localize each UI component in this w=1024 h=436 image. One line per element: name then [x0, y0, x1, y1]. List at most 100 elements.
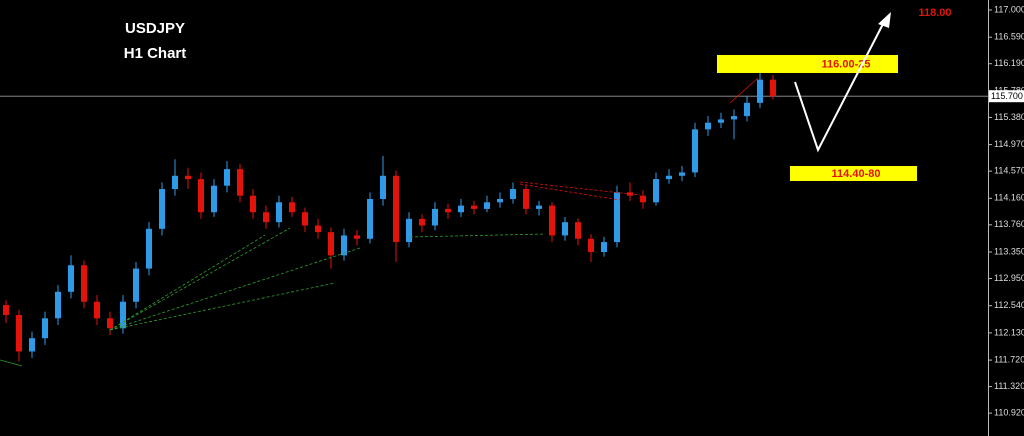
y-tick-label: 115.380	[994, 112, 1024, 122]
candle-body	[81, 265, 87, 302]
support-box	[790, 166, 917, 181]
y-tick-label: 114.570	[994, 165, 1024, 175]
chart-title: USDJPY	[125, 20, 185, 37]
candle-body	[107, 318, 113, 329]
candle-body	[250, 195, 256, 213]
candle-body	[770, 79, 776, 97]
candle-body	[380, 175, 386, 199]
chart-subtitle: H1 Chart	[124, 45, 187, 62]
trend-line	[109, 247, 361, 331]
y-axis: 117.000116.590116.190115.780115.380114.9…	[988, 4, 1024, 418]
candle-body	[510, 189, 516, 199]
trend-line	[109, 234, 266, 331]
trend-line	[109, 282, 336, 331]
candle-body	[497, 198, 503, 203]
y-tick-label: 111.720	[994, 354, 1024, 364]
resistance-label: 116.00-25	[822, 58, 871, 70]
candle-body	[757, 79, 763, 103]
candle-body	[705, 122, 711, 130]
candle-body	[471, 205, 477, 209]
candle-body	[3, 305, 9, 315]
y-tick-label: 112.950	[994, 273, 1024, 283]
candle-body	[432, 208, 438, 226]
y-tick-label: 114.970	[994, 139, 1024, 149]
resistance-box	[717, 55, 898, 73]
candle-body	[42, 318, 48, 339]
candle-body	[29, 338, 35, 352]
candle-body	[211, 185, 217, 213]
candle-body	[224, 169, 230, 186]
plot	[0, 69, 988, 362]
candle-body	[16, 314, 22, 352]
candle-body	[588, 238, 594, 253]
y-tick-label: 112.540	[994, 300, 1024, 310]
candle-body	[68, 265, 74, 292]
candle-body	[679, 172, 685, 176]
candle-body	[367, 198, 373, 239]
candle-body	[94, 301, 100, 319]
candle-body	[601, 242, 607, 253]
candle-body	[614, 192, 620, 243]
candle-body	[523, 189, 529, 209]
candle-body	[744, 102, 750, 117]
candle-body	[237, 169, 243, 196]
candle-body	[484, 202, 490, 209]
current-price-box	[989, 90, 1024, 103]
trend-line	[409, 233, 546, 238]
candle-body	[536, 205, 542, 209]
trend-line	[0, 359, 23, 367]
candle-body	[328, 232, 334, 256]
candle-body	[302, 212, 308, 226]
candle-body	[731, 116, 737, 120]
candle-body	[120, 301, 126, 329]
trend-line	[519, 181, 641, 196]
candle-body	[133, 268, 139, 302]
candle-body	[185, 175, 191, 180]
candle-body	[341, 235, 347, 256]
y-tick-label: 111.320	[994, 381, 1024, 391]
candle-body	[562, 222, 568, 236]
candle-body	[146, 228, 152, 269]
candle-body	[159, 189, 165, 229]
candle-body	[276, 202, 282, 223]
arrow-head	[878, 12, 891, 28]
support-label: 114.40-80	[832, 168, 881, 180]
trend-line	[109, 227, 291, 331]
red-lines	[519, 77, 759, 201]
trend-lines	[0, 227, 546, 367]
candle-body	[653, 179, 659, 203]
y-tick-label: 117.000	[994, 4, 1024, 14]
y-tick-label: 116.190	[994, 58, 1024, 68]
candle-body	[445, 208, 451, 213]
y-tick-label: 116.590	[994, 32, 1024, 42]
trend-line	[519, 183, 621, 201]
candle-body	[640, 195, 646, 203]
y-tick-label: 110.920	[994, 408, 1024, 418]
target-label: 118.00	[918, 7, 951, 19]
candle-body	[549, 205, 555, 236]
candle-body	[263, 212, 269, 223]
candle-body	[406, 218, 412, 243]
candle-body	[289, 202, 295, 213]
forecast-arrow	[794, 21, 885, 153]
candle-body	[718, 119, 724, 123]
candle-body	[575, 222, 581, 239]
candle-body	[198, 179, 204, 213]
candle-body	[315, 225, 321, 233]
candle-body	[458, 205, 464, 213]
candle-body	[419, 218, 425, 226]
y-tick-label: 113.350	[994, 246, 1024, 256]
y-tick-label: 113.760	[994, 219, 1024, 229]
candle-body	[393, 175, 399, 243]
candle-body	[354, 235, 360, 239]
current-price-label: 115.700	[991, 91, 1023, 101]
y-tick-label: 114.160	[994, 193, 1024, 203]
trend-line	[729, 77, 759, 104]
candle-body	[172, 175, 178, 190]
candle-body	[666, 175, 672, 180]
candle-body	[692, 129, 698, 173]
y-tick-label: 112.130	[994, 327, 1024, 337]
candle-body	[55, 291, 61, 319]
